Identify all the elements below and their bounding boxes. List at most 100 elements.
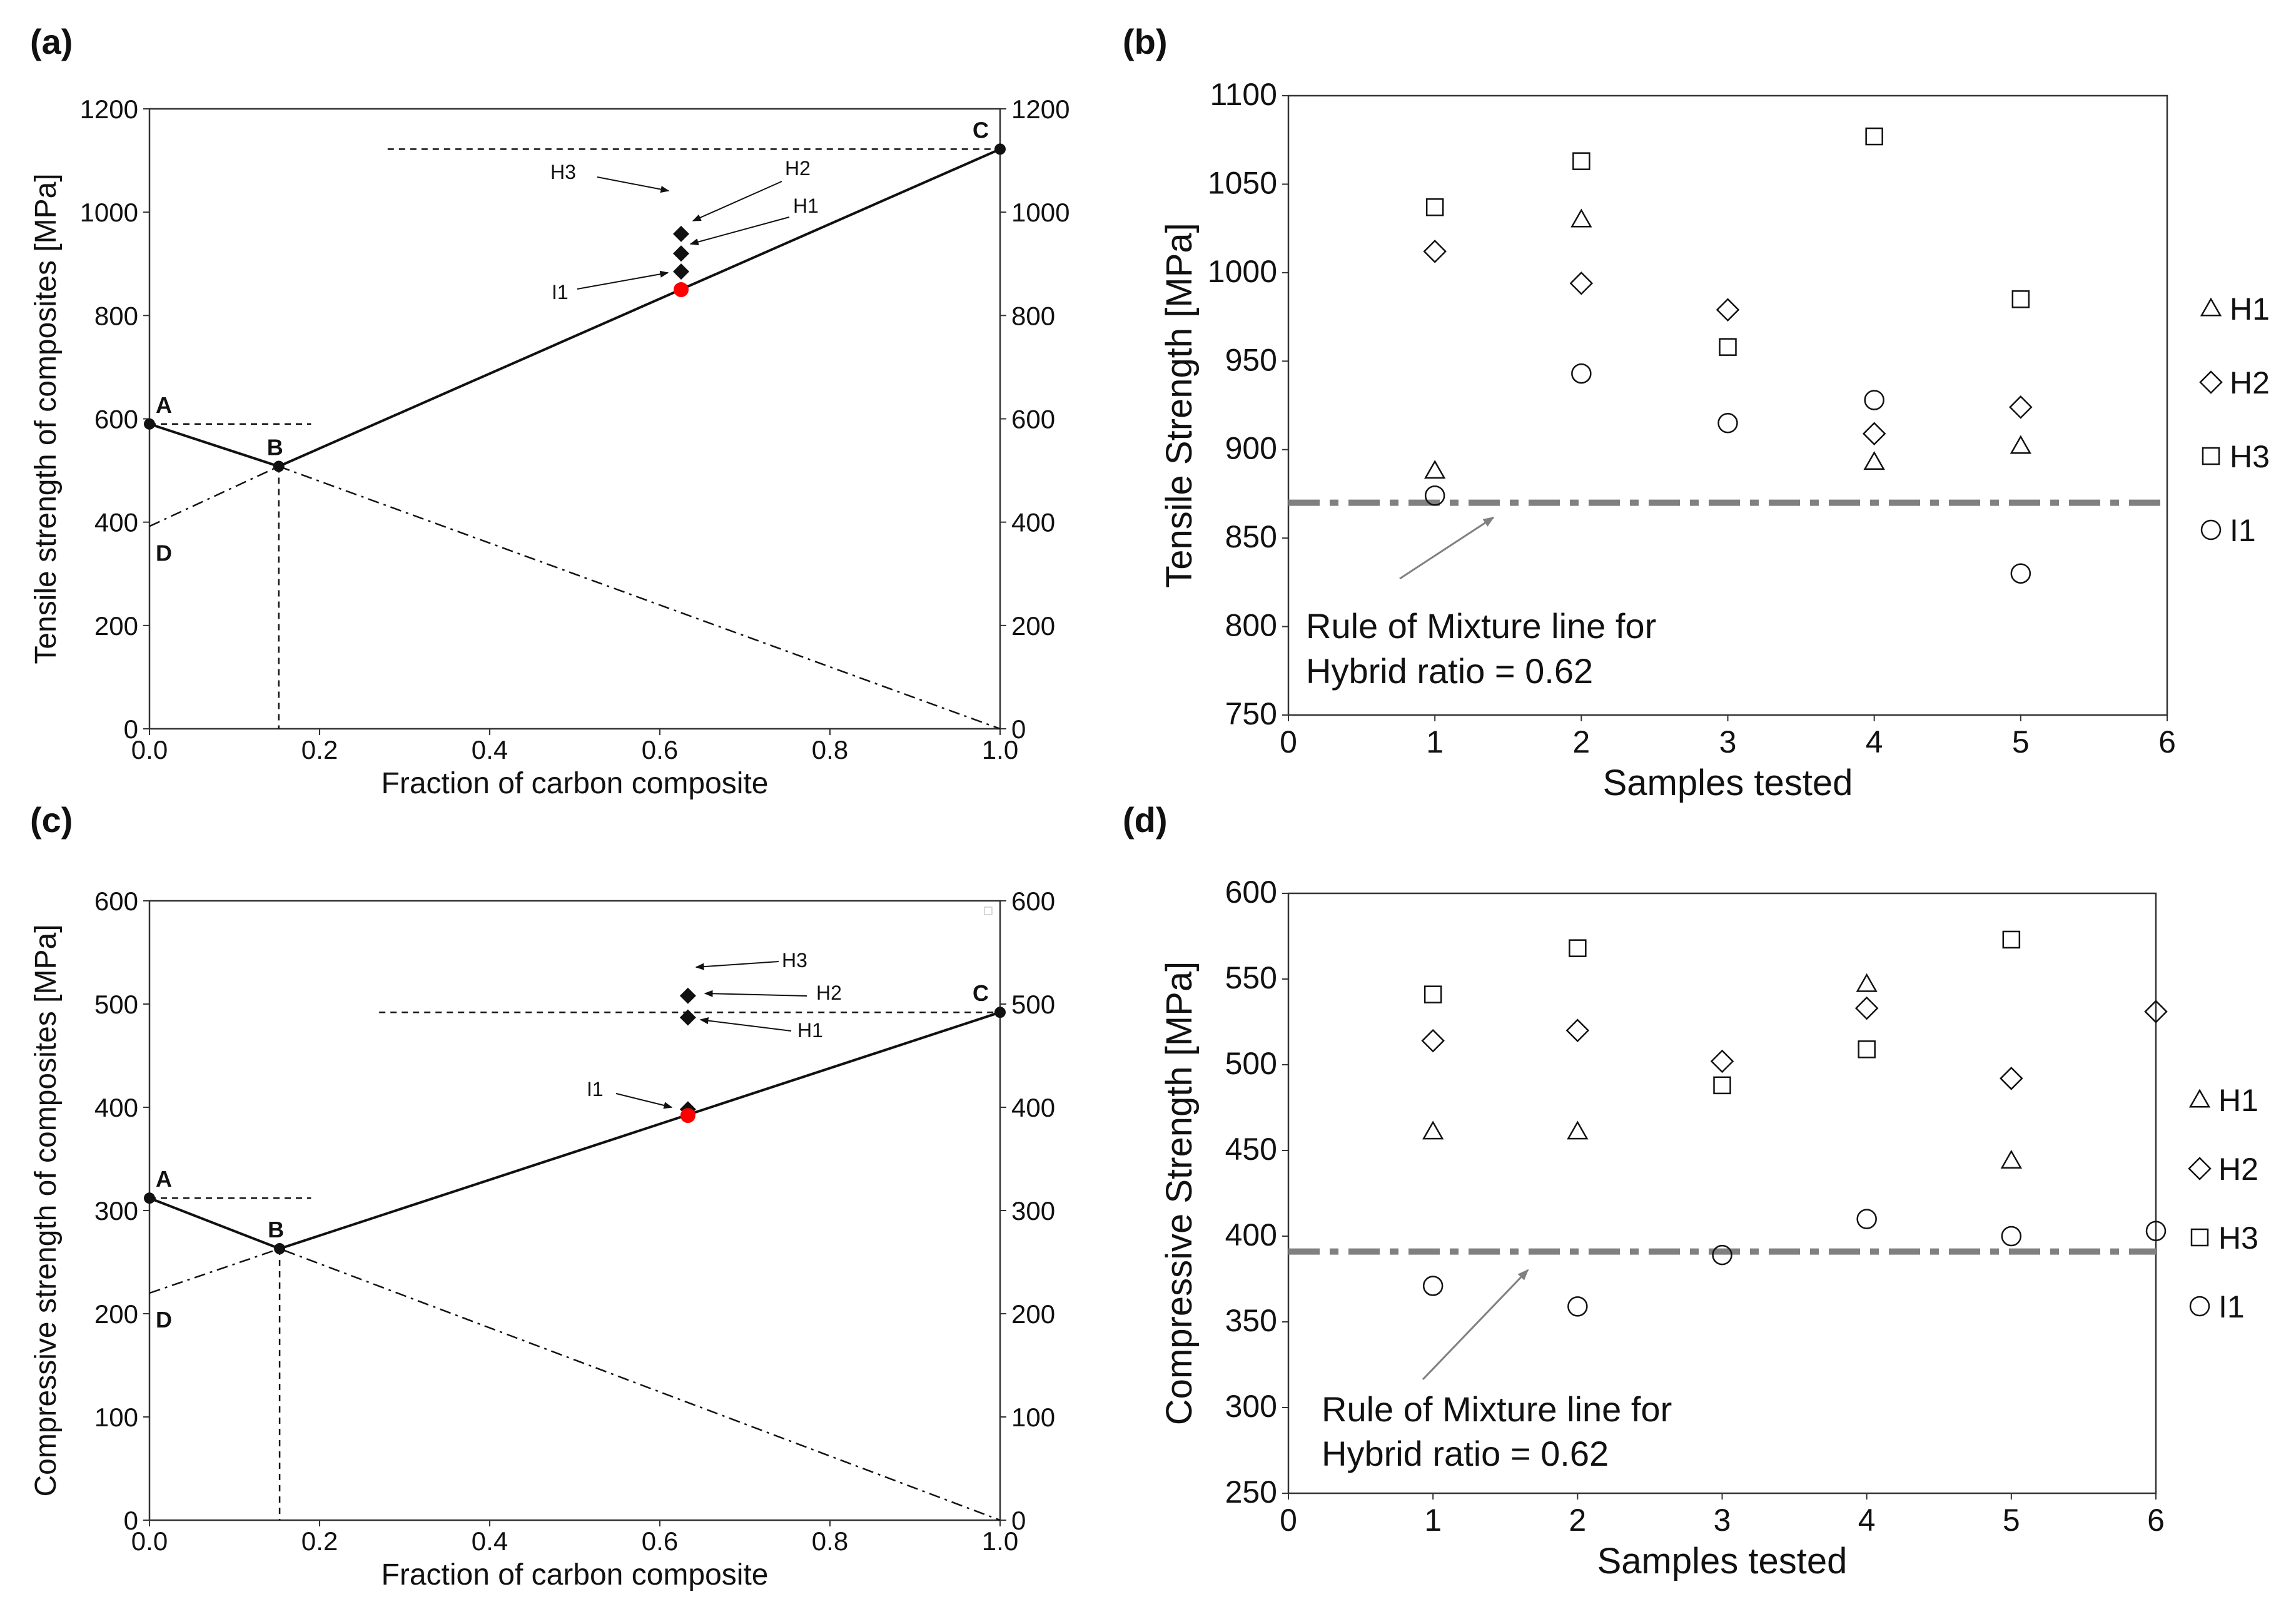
marker-h2	[1862, 422, 1886, 446]
x-tick-label: 0	[1280, 724, 1297, 759]
marker-h3	[1865, 127, 1883, 146]
marker-h3	[2002, 930, 2021, 949]
marker-i1	[1422, 1276, 1444, 1296]
annotation-arrow-h3	[597, 176, 670, 193]
y-tick-label: 400	[1225, 1217, 1277, 1252]
y-tick-label: 200	[94, 1299, 138, 1329]
marker-h1	[1570, 208, 1592, 228]
x-tick-label: 0	[1280, 1503, 1297, 1538]
x-axis-label: Fraction of carbon composite	[382, 767, 769, 800]
y-tick-label: 400	[94, 508, 138, 537]
marker-h2	[2000, 1067, 2023, 1090]
y-tick-label: 400	[94, 1093, 138, 1122]
y-tick-label: 1000	[1208, 254, 1277, 289]
solid-line	[149, 148, 1001, 468]
y-axis-label: Compressive strength of composites [MPa]	[29, 924, 63, 1496]
x-tick-label: 6	[2158, 724, 2176, 759]
legend-label-i1: I1	[2230, 513, 2256, 548]
legend-marker-i1	[2189, 1296, 2210, 1317]
annotation-arrow-h2	[692, 181, 782, 221]
x-tick-label: 0.2	[301, 1526, 338, 1556]
key-point-c	[994, 1007, 1006, 1018]
chart-c-annotations: H3 H2 H1 I1	[587, 906, 993, 1109]
chart-d-marks: 0 1 2 3 4 5 6 250 300 350 400 450 500 550 600 Samples t…	[1159, 875, 2258, 1581]
annotation-arrow-h1	[699, 1017, 792, 1032]
y-right-tick-label: 0	[1011, 714, 1026, 744]
y-tick-label: 1100	[1210, 77, 1277, 112]
marker-i1	[1864, 390, 1884, 410]
x-tick-label: 2	[1572, 724, 1590, 759]
annotation-label-h2: H2	[785, 157, 811, 180]
key-point-label-b: B	[268, 1217, 284, 1242]
legend-label-h1: H1	[2230, 292, 2270, 327]
hybrid-point-h1	[673, 263, 689, 280]
marker-h1	[1863, 450, 1885, 470]
marker-i1	[1717, 413, 1738, 434]
x-axis-label: Fraction of carbon composite	[382, 1558, 769, 1591]
y-tick-label: 1000	[80, 198, 138, 227]
rom-arrow-b	[1399, 516, 1495, 580]
rom-label-b-line1: Rule of Mixture line for	[1306, 606, 1656, 646]
marker-h2	[2144, 1000, 2168, 1023]
legend-label-h3: H3	[2230, 439, 2270, 474]
legend-marker-h1	[2200, 297, 2222, 317]
key-point-label-a: A	[156, 392, 172, 418]
y-tick-label: 300	[94, 1196, 138, 1226]
y-tick-label: 950	[1225, 342, 1277, 377]
x-tick-label: 3	[1719, 724, 1737, 759]
marker-h2	[2009, 395, 2033, 419]
marker-h3	[2011, 290, 2030, 308]
hybrid-point-h3	[673, 225, 689, 242]
marker-h2	[1569, 272, 1594, 295]
annotation-arrow-h2	[704, 990, 807, 997]
x-tick-label: 0.4	[472, 1526, 508, 1556]
y-right-tick-label: 200	[1011, 611, 1055, 641]
marker-h1	[1856, 973, 1878, 992]
marker-i1	[2001, 1226, 2022, 1247]
key-point-label-d: D	[156, 1307, 172, 1332]
rom-label-b-line2: Hybrid ratio = 0.62	[1306, 651, 1593, 691]
y-tick-label: 1200	[80, 94, 138, 124]
rule-of-mixture-point	[674, 282, 689, 298]
y-right-tick-label: 300	[1011, 1196, 1055, 1226]
marker-i1	[1571, 363, 1592, 384]
key-point-a	[144, 1192, 155, 1204]
chart-a-annotations: H3 H2 H1 I1	[550, 157, 819, 303]
y-tick-label: 500	[1225, 1046, 1277, 1081]
key-point-label-a: A	[156, 1166, 172, 1192]
marker-h2	[1716, 298, 1740, 322]
annotation-label-h1: H1	[797, 1019, 823, 1042]
legend-label-h1: H1	[2218, 1083, 2258, 1118]
hybrid-point-h1	[679, 1009, 696, 1026]
y-tick-label: 250	[1225, 1474, 1277, 1510]
marker-h1	[1567, 1120, 1589, 1140]
hybrid-point-h2	[679, 987, 696, 1004]
legend-label-h3: H3	[2218, 1221, 2258, 1256]
chart-a-frame	[148, 108, 1001, 730]
x-tick-label: 0.8	[812, 1526, 848, 1556]
y-right-tick-label: 100	[1011, 1403, 1055, 1432]
x-tick-label: 5	[2003, 1503, 2020, 1538]
x-tick-label: 0.4	[472, 735, 508, 764]
legend-marker-i1	[2200, 519, 2222, 541]
y-tick-label: 600	[94, 405, 138, 434]
y-tick-label: 100	[94, 1403, 138, 1432]
key-point-b	[274, 1243, 286, 1255]
x-tick-label: 1.0	[982, 1526, 1018, 1556]
y-tick-label: 1050	[1208, 165, 1277, 200]
y-tick-label: 800	[1225, 608, 1277, 643]
marker-h2	[1421, 1028, 1445, 1053]
annotation-arrow-i1	[577, 270, 669, 290]
marker-h3	[1858, 1040, 1876, 1058]
x-tick-label: 1	[1426, 724, 1444, 759]
marker-i1	[1856, 1209, 1877, 1229]
annotation-label-i1: I1	[552, 281, 569, 303]
y-tick-label: 450	[1225, 1132, 1277, 1167]
annotation-label-h3: H3	[550, 161, 576, 183]
x-tick-label: 0.6	[642, 1526, 678, 1556]
annotation-label-h2: H2	[816, 982, 842, 1004]
dashdot-line	[149, 465, 1001, 730]
marker-i1	[2010, 563, 2031, 584]
chart-a: 0.0 0.2 0.4 0.6 0.8 1.00200400600800100012000…	[29, 94, 1070, 800]
legend-marker-h1	[2188, 1089, 2211, 1108]
